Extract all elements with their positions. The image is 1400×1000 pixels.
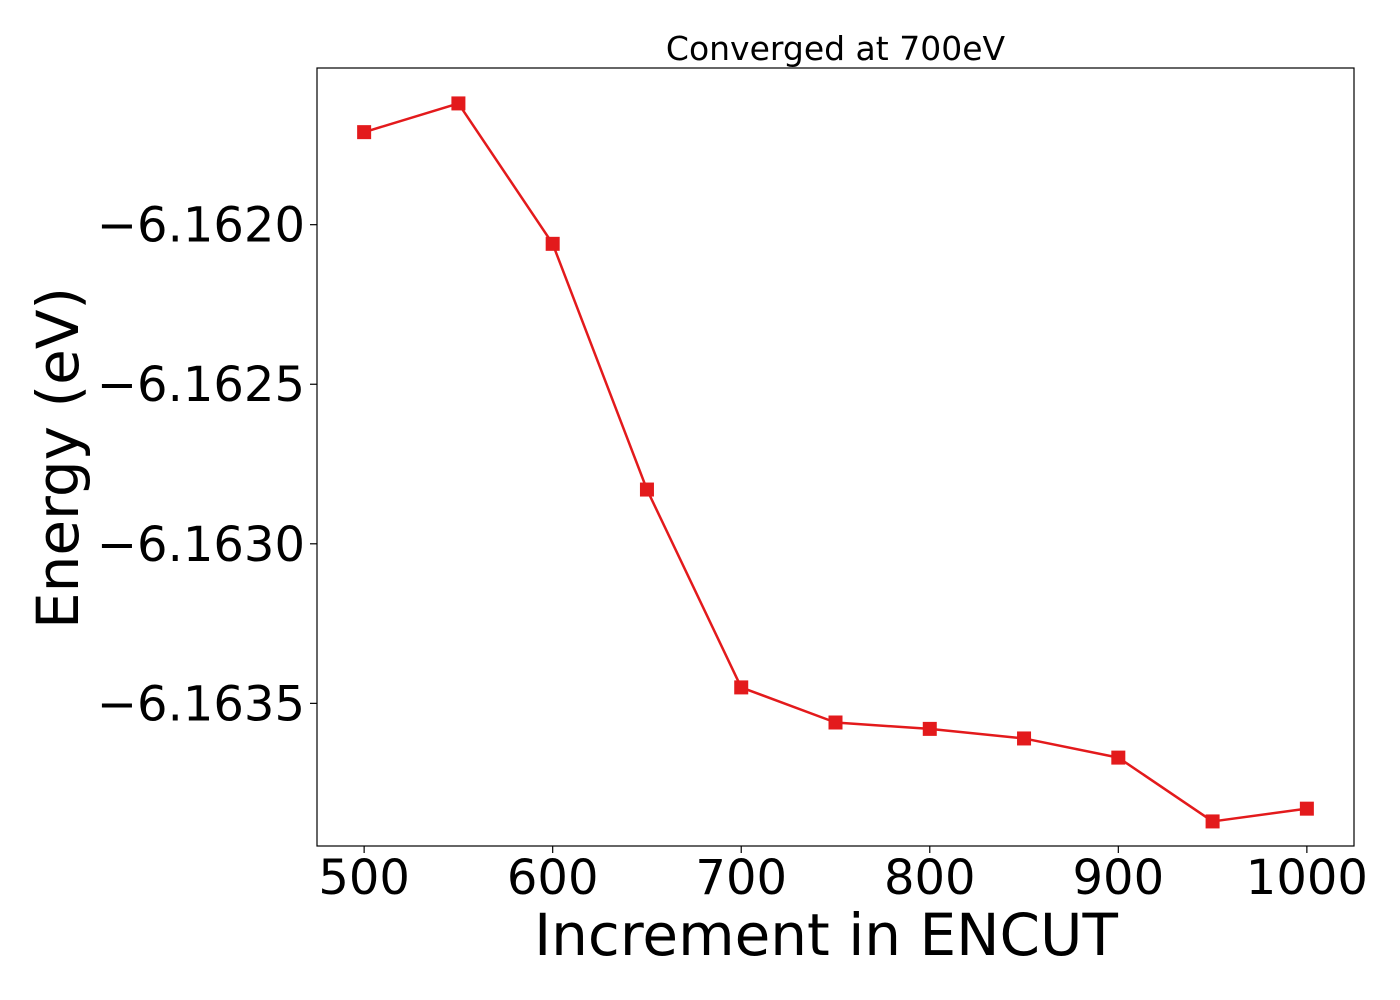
data-point bbox=[1017, 731, 1032, 746]
y-tick-label: −6.1630 bbox=[97, 517, 305, 573]
x-tick-label: 900 bbox=[1073, 850, 1165, 906]
data-point bbox=[357, 125, 372, 140]
data-point bbox=[922, 721, 937, 736]
chart-title: Converged at 700eV bbox=[666, 29, 1006, 68]
x-tick-label: 1000 bbox=[1246, 850, 1368, 906]
ticks-layer: 500 600 700 800 900 1000 −6.1620 −6.1625 −6.1630… bbox=[97, 198, 1368, 906]
x-tick-label: 500 bbox=[318, 850, 410, 906]
data-point bbox=[451, 96, 466, 111]
x-tick-label: 700 bbox=[695, 850, 787, 906]
data-point bbox=[734, 680, 749, 695]
data-point bbox=[545, 236, 560, 251]
data-point bbox=[1111, 750, 1126, 765]
y-tick-label: −6.1625 bbox=[97, 357, 305, 413]
plot-frame bbox=[316, 67, 1355, 847]
data-point bbox=[1205, 814, 1220, 829]
data-point bbox=[828, 715, 843, 730]
data-point bbox=[639, 482, 654, 497]
x-tick-label: 800 bbox=[884, 850, 976, 906]
y-axis-label: Energy (eV) bbox=[24, 287, 92, 629]
x-axis-label: Increment in ENCUT bbox=[534, 901, 1118, 969]
data-point bbox=[1299, 801, 1314, 816]
x-tick-label: 600 bbox=[507, 850, 599, 906]
y-tick-label: −6.1620 bbox=[97, 198, 305, 254]
series-layer bbox=[357, 96, 1314, 829]
y-tick-label: −6.1635 bbox=[97, 676, 305, 732]
